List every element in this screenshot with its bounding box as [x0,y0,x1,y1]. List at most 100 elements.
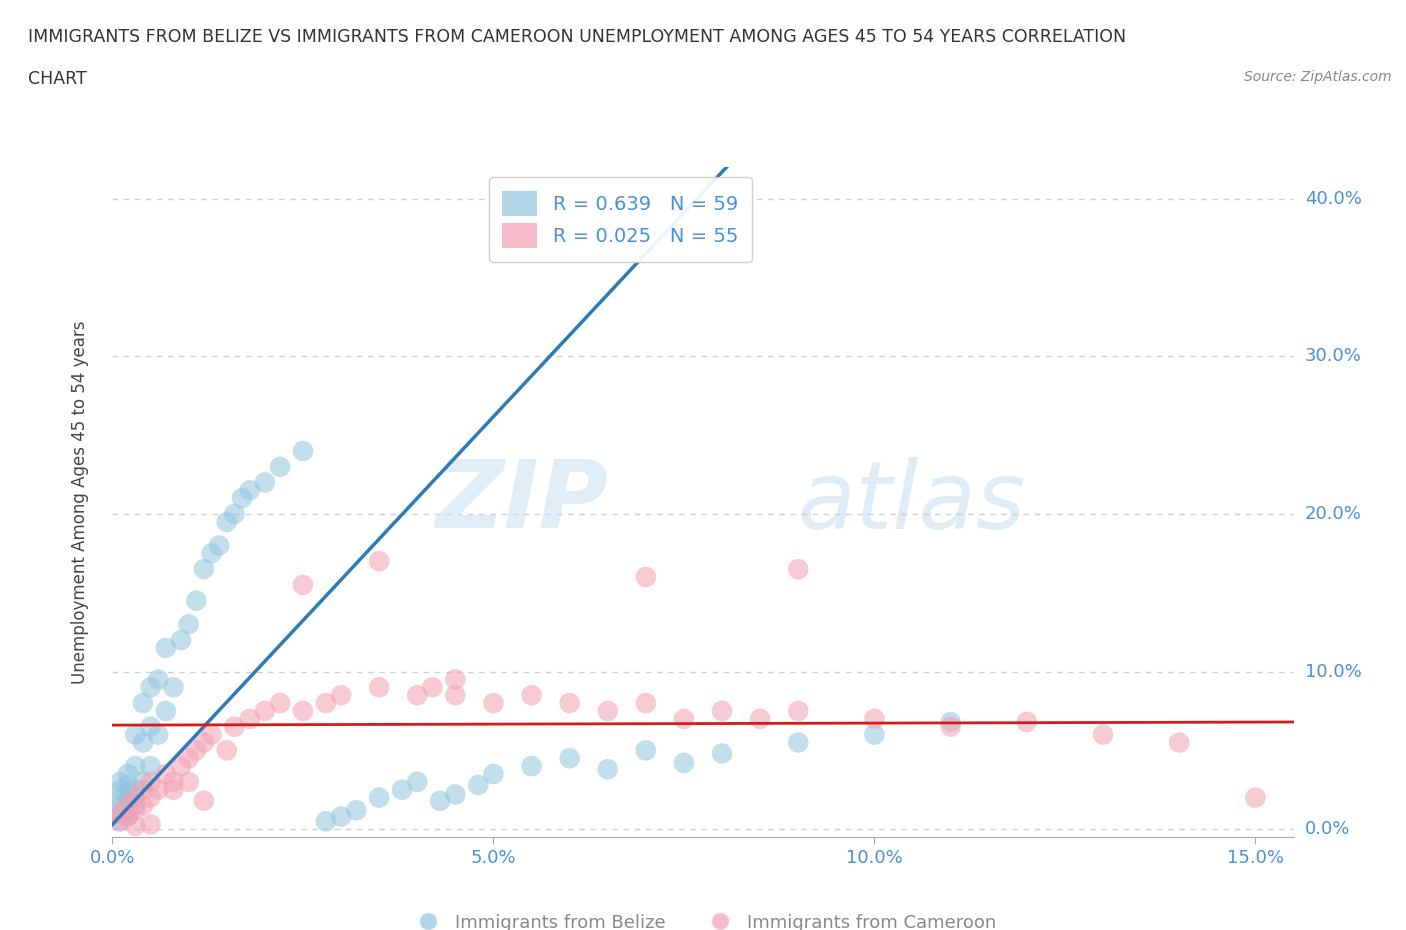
Point [155,703,177,718]
Point [391,782,413,797]
Point [117,793,139,808]
Point [315,696,337,711]
Point [108,790,131,805]
Point [117,777,139,792]
Point [124,782,146,797]
Text: 20.0%: 20.0% [1305,505,1361,523]
Point [422,680,444,695]
Point [444,688,467,703]
Point [231,491,253,506]
Point [108,814,131,829]
Point [124,803,146,817]
Point [124,790,146,805]
Text: CHART: CHART [28,70,87,87]
Point [108,806,131,821]
Point [155,641,177,656]
Point [558,751,581,765]
Text: 10.0%: 10.0% [1305,662,1361,681]
Text: 40.0%: 40.0% [1305,190,1361,208]
Point [596,762,619,777]
Point [749,711,772,726]
Point [269,459,291,474]
Point [200,727,222,742]
Point [224,719,246,734]
Point [1092,727,1115,742]
Point [193,562,215,577]
Text: ZIP: ZIP [436,457,609,548]
Point [186,593,208,608]
Point [520,759,543,774]
Point [672,755,695,770]
Point [177,775,200,790]
Point [139,790,162,805]
Point [558,696,581,711]
Point [108,798,131,813]
Point [108,814,131,829]
Point [108,782,131,797]
Point [162,775,184,790]
Point [711,746,734,761]
Point [291,703,314,718]
Point [939,719,962,734]
Point [239,711,262,726]
Point [117,803,139,817]
Point [155,766,177,781]
Point [124,818,146,833]
Point [117,809,139,824]
Point [108,806,131,821]
Point [139,759,162,774]
Point [132,798,155,813]
Point [634,569,657,584]
Point [186,743,208,758]
Point [132,782,155,797]
Point [117,798,139,813]
Point [117,766,139,781]
Point [596,703,619,718]
Point [124,727,146,742]
Point [406,688,429,703]
Point [162,782,184,797]
Point [124,759,146,774]
Point [634,743,657,758]
Point [117,787,139,802]
Text: Source: ZipAtlas.com: Source: ZipAtlas.com [1244,70,1392,84]
Point [444,787,467,802]
Point [315,814,337,829]
Point [139,775,162,790]
Point [132,735,155,750]
Point [148,672,170,687]
Point [330,688,353,703]
Point [368,680,391,695]
Point [330,809,353,824]
Point [1015,714,1038,729]
Point [253,703,276,718]
Point [787,562,810,577]
Point [162,680,184,695]
Point [148,727,170,742]
Point [291,578,314,592]
Point [672,711,695,726]
Point [368,790,391,805]
Legend: Immigrants from Belize, Immigrants from Cameroon: Immigrants from Belize, Immigrants from … [402,907,1004,930]
Point [291,444,314,458]
Point [193,735,215,750]
Point [148,782,170,797]
Point [139,817,162,831]
Point [344,803,367,817]
Point [482,696,505,711]
Point [467,777,489,792]
Point [269,696,291,711]
Point [787,735,810,750]
Point [215,743,238,758]
Y-axis label: Unemployment Among Ages 45 to 54 years: Unemployment Among Ages 45 to 54 years [70,321,89,684]
Point [215,514,238,529]
Point [787,703,810,718]
Point [1168,735,1191,750]
Point [193,793,215,808]
Point [368,554,391,569]
Text: 0.0%: 0.0% [1305,820,1350,838]
Point [634,696,657,711]
Point [939,714,962,729]
Point [177,751,200,765]
Point [132,775,155,790]
